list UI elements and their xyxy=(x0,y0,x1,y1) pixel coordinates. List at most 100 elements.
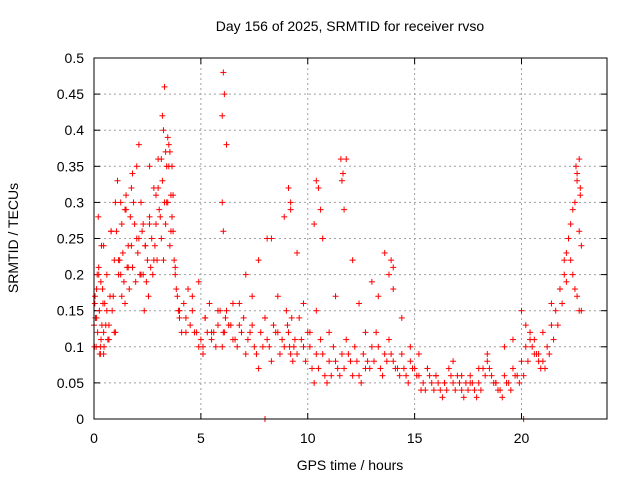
data-point xyxy=(349,372,356,379)
data-point xyxy=(157,213,164,220)
data-point xyxy=(524,358,531,365)
data-point xyxy=(159,177,166,184)
data-point xyxy=(574,170,581,177)
data-point xyxy=(242,271,249,278)
data-point xyxy=(338,177,345,184)
data-point xyxy=(569,206,576,213)
data-point xyxy=(118,293,125,300)
data-point xyxy=(392,365,399,372)
data-point xyxy=(123,192,130,199)
data-point xyxy=(475,365,482,372)
data-point xyxy=(430,387,437,394)
data-point xyxy=(134,249,141,256)
data-point xyxy=(351,343,358,350)
data-point xyxy=(289,358,296,365)
data-point xyxy=(366,365,373,372)
data-point xyxy=(99,286,106,293)
data-point xyxy=(214,307,221,314)
data-point xyxy=(170,228,177,235)
data-point xyxy=(225,322,232,329)
data-point xyxy=(176,314,183,321)
data-point xyxy=(409,365,416,372)
data-point xyxy=(456,379,463,386)
data-point xyxy=(200,351,207,358)
data-point xyxy=(450,379,457,386)
data-point xyxy=(385,271,392,278)
data-point xyxy=(244,336,251,343)
y-tick-label: 0.4 xyxy=(65,122,85,138)
data-point xyxy=(315,365,322,372)
data-point xyxy=(298,336,305,343)
data-point xyxy=(144,257,151,264)
data-point xyxy=(131,221,138,228)
data-point xyxy=(317,336,324,343)
data-point xyxy=(492,379,499,386)
data-point xyxy=(556,286,563,293)
data-point xyxy=(509,336,516,343)
data-point xyxy=(95,271,102,278)
data-point xyxy=(160,127,167,134)
data-point xyxy=(92,293,99,300)
data-point xyxy=(439,394,446,401)
data-point xyxy=(234,343,241,350)
data-point xyxy=(195,278,202,285)
data-point xyxy=(467,379,474,386)
data-point xyxy=(285,329,292,336)
data-point xyxy=(114,177,121,184)
data-point xyxy=(507,387,514,394)
data-point xyxy=(567,257,574,264)
data-point xyxy=(220,228,227,235)
data-point xyxy=(161,83,168,90)
data-point xyxy=(281,343,288,350)
data-point xyxy=(117,271,124,278)
data-point xyxy=(539,329,546,336)
data-point xyxy=(398,314,405,321)
data-point xyxy=(125,264,132,271)
x-tick-label: 0 xyxy=(90,430,98,446)
data-point xyxy=(422,387,429,394)
y-tick-label: 0.05 xyxy=(57,375,84,391)
data-point xyxy=(223,307,230,314)
data-point xyxy=(97,278,104,285)
data-point xyxy=(187,322,194,329)
data-point xyxy=(172,271,179,278)
data-point xyxy=(516,379,523,386)
data-point xyxy=(96,307,103,314)
data-point xyxy=(577,192,584,199)
data-point xyxy=(272,329,279,336)
data-point xyxy=(219,112,226,119)
data-point xyxy=(108,228,115,235)
data-point xyxy=(212,343,219,350)
data-point xyxy=(573,163,580,170)
data-point xyxy=(148,235,155,242)
data-point xyxy=(93,314,100,321)
data-point xyxy=(313,307,320,314)
data-point xyxy=(522,322,529,329)
data-point xyxy=(296,314,303,321)
data-point xyxy=(121,300,128,307)
data-point xyxy=(288,314,295,321)
data-point xyxy=(340,170,347,177)
data-point xyxy=(91,300,98,307)
y-tick-label: 0.5 xyxy=(65,50,85,66)
data-point xyxy=(229,300,236,307)
data-point xyxy=(236,322,243,329)
data-point xyxy=(368,343,375,350)
data-point xyxy=(362,329,369,336)
data-point xyxy=(259,343,266,350)
data-point xyxy=(155,184,162,191)
data-point xyxy=(169,163,176,170)
data-point xyxy=(435,379,442,386)
data-point xyxy=(138,271,145,278)
data-point xyxy=(356,372,363,379)
data-point xyxy=(220,329,227,336)
data-point xyxy=(249,293,256,300)
data-point xyxy=(128,184,135,191)
data-point xyxy=(145,293,152,300)
data-point xyxy=(518,358,525,365)
data-point xyxy=(499,394,506,401)
data-point xyxy=(443,387,450,394)
data-point xyxy=(426,372,433,379)
data-point xyxy=(158,235,165,242)
